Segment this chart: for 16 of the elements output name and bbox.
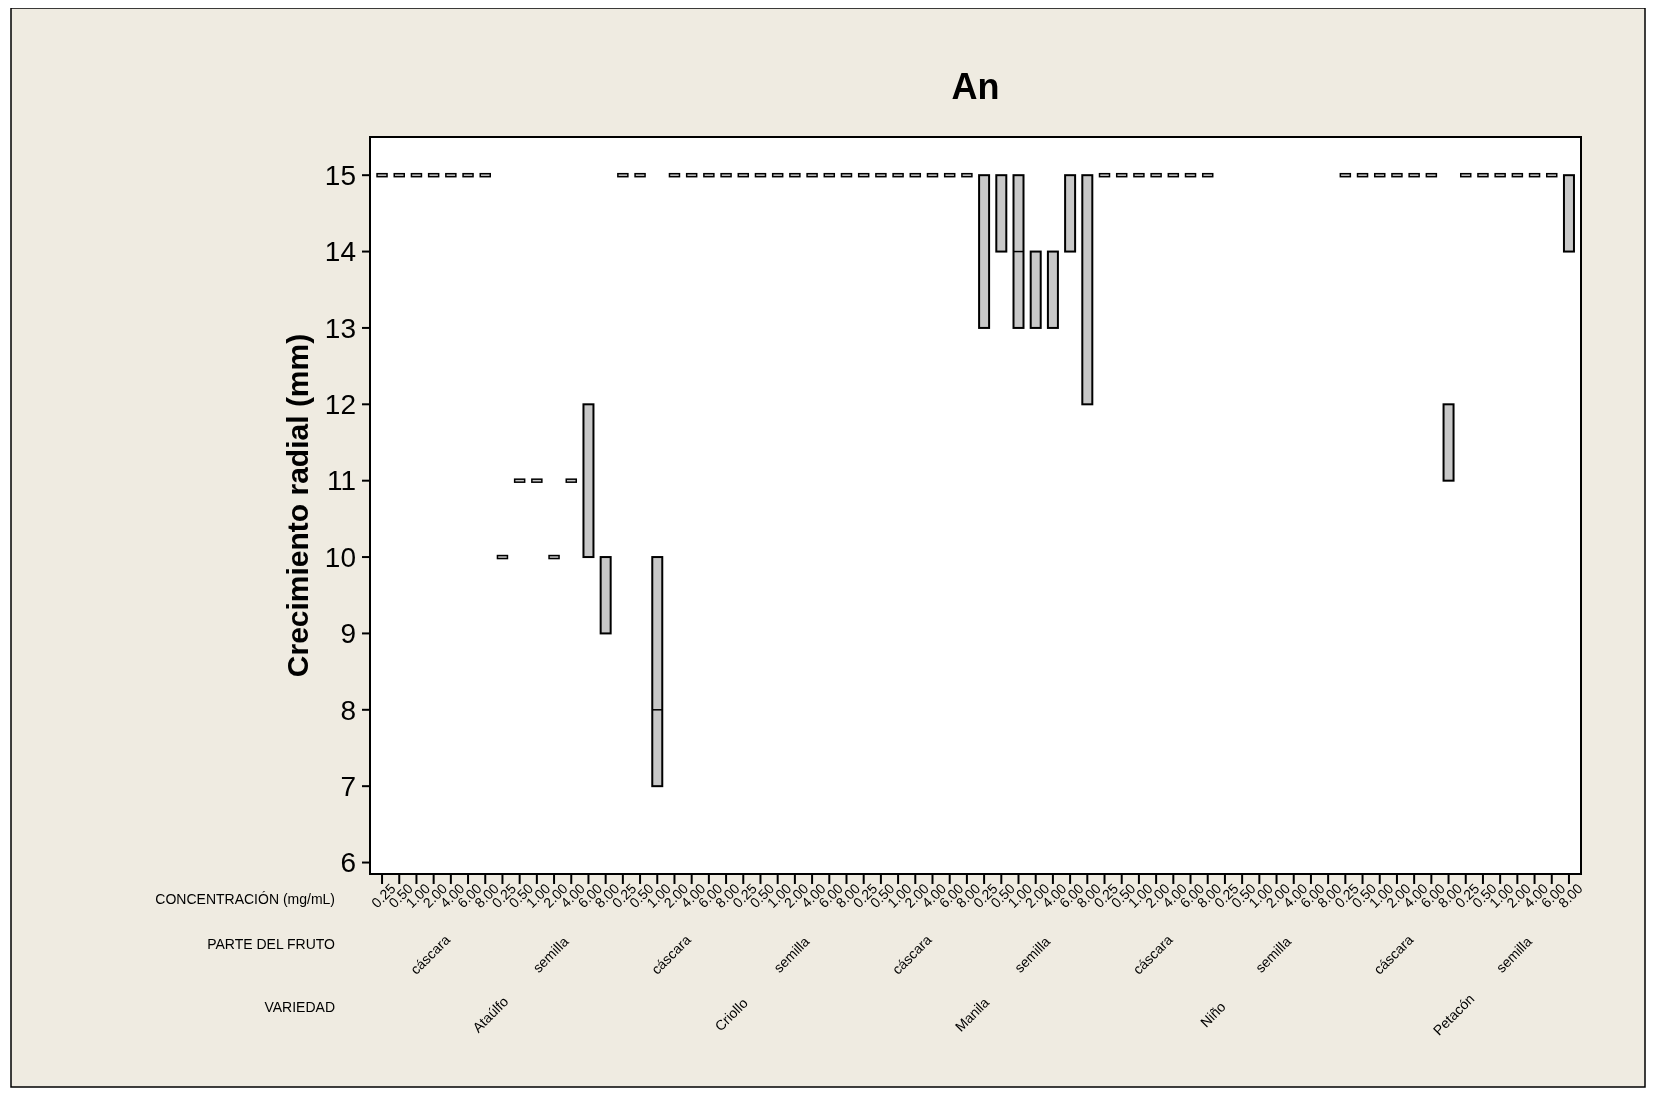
y-axis-title: Crecimiento radial (mm) — [281, 333, 314, 678]
y-tick-label: 9 — [340, 618, 356, 650]
text: PARTE DEL FRUTO — [207, 936, 336, 952]
y-tick-label: 12 — [324, 389, 356, 421]
text: Niño — [1196, 998, 1229, 1031]
y-tick-label: 10 — [324, 541, 356, 573]
chart-title: An — [951, 66, 1000, 107]
y-tick-label: 8 — [340, 694, 356, 726]
y-tick-label: 11 — [326, 465, 356, 497]
y-tick-label: 13 — [324, 312, 356, 344]
text: CONCENTRACIÓN (mg/mL) — [155, 891, 335, 907]
y-tick-label: 7 — [340, 770, 356, 802]
y-tick-label: 6 — [340, 847, 356, 879]
text: VARIEDAD — [264, 999, 335, 1015]
y-tick-label: 15 — [324, 159, 356, 191]
y-tick-label: 14 — [324, 236, 356, 268]
